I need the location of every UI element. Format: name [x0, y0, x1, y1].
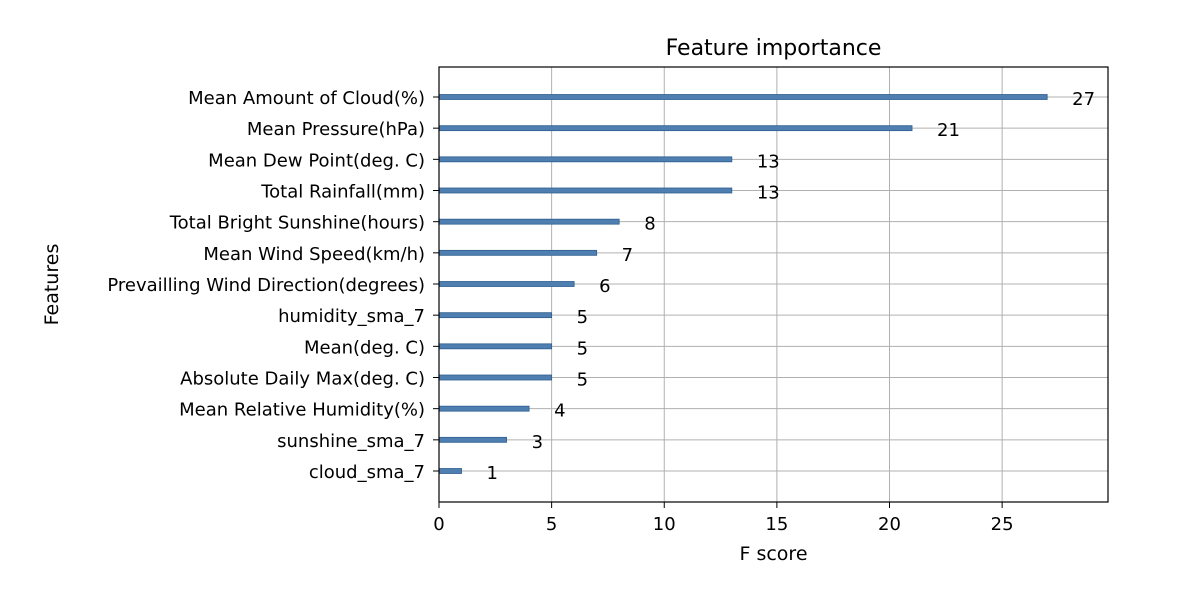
x-tick-label: 20 — [878, 514, 901, 535]
y-tick-label: Mean Relative Humidity(%) — [179, 400, 425, 421]
x-tick-label: 0 — [433, 514, 444, 535]
y-axis-label: Features — [41, 244, 63, 326]
value-label: 7 — [622, 245, 633, 266]
value-label: 5 — [577, 307, 588, 328]
bar — [438, 249, 598, 256]
bar — [438, 468, 462, 474]
x-tick-label: 5 — [546, 514, 557, 535]
value-label: 13 — [757, 151, 780, 172]
value-label: 27 — [1072, 89, 1095, 110]
y-tick-label: Mean Pressure(hPa) — [247, 119, 425, 140]
value-label: 5 — [577, 370, 588, 391]
y-tick-label: sunshine_sma_7 — [277, 431, 425, 452]
value-label: 3 — [532, 432, 543, 453]
y-tick-label: Absolute Daily Max(deg. C) — [180, 369, 425, 390]
bar — [438, 281, 575, 287]
bar — [438, 218, 620, 225]
bar — [438, 312, 553, 319]
x-tick-label: 10 — [653, 514, 676, 535]
value-label: 4 — [554, 401, 565, 422]
x-tick-label: 15 — [765, 514, 788, 535]
y-tick-label: Mean(deg. C) — [304, 337, 425, 358]
value-label: 6 — [599, 276, 610, 297]
y-tick-label: Mean Dew Point(deg. C) — [208, 150, 425, 171]
y-tick-label: Prevailling Wind Direction(degrees) — [107, 275, 425, 296]
bar — [438, 343, 553, 350]
value-label: 1 — [487, 463, 498, 484]
y-tick-label: Total Rainfall(mm) — [260, 182, 425, 203]
bar — [438, 405, 530, 412]
value-label: 5 — [577, 338, 588, 359]
y-tick-labels: Mean Amount of Cloud(%) Mean Pressure(hPa… — [107, 88, 439, 483]
y-tick-label: cloud_sma_7 — [309, 462, 425, 483]
y-tick-label: Mean Wind Speed(km/h) — [203, 244, 425, 265]
bar — [438, 374, 553, 381]
bar — [438, 187, 733, 194]
y-tick-label: Mean Amount of Cloud(%) — [188, 88, 425, 109]
bar — [438, 125, 913, 132]
x-axis-label: F score — [739, 543, 807, 565]
x-tick-labels: 0 5 10 15 20 25 — [433, 502, 1014, 535]
y-tick-label: humidity_sma_7 — [278, 306, 425, 327]
y-tick-label: Total Bright Sunshine(hours) — [169, 213, 425, 234]
chart-title: Feature importance — [666, 36, 882, 61]
bar — [438, 436, 507, 443]
bar — [438, 94, 1048, 100]
x-tick-label: 25 — [991, 514, 1014, 535]
value-label: 13 — [757, 183, 780, 204]
bar — [438, 156, 733, 163]
value-label: 8 — [644, 214, 655, 235]
value-label: 21 — [937, 120, 960, 141]
